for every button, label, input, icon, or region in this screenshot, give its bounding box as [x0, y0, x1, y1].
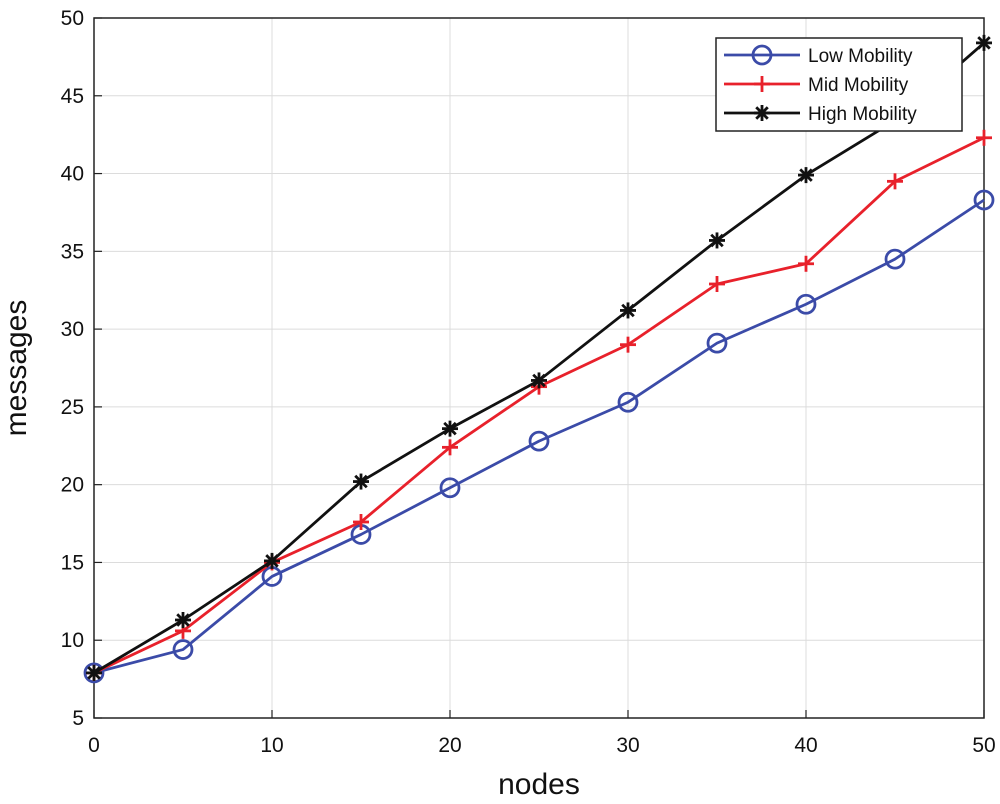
series-line-low-mobility — [93, 198, 985, 675]
data-point-mid-mobility — [620, 336, 636, 353]
data-point-mid-mobility — [442, 439, 458, 456]
plot-frame — [93, 17, 985, 719]
x-axis: 0 10 20 30 40 50 — [88, 710, 996, 757]
data-point-high-mobility — [175, 612, 191, 628]
x-tick-label: 30 — [616, 734, 639, 757]
y-tick-label: 15 — [61, 551, 84, 574]
data-point-low-mobility — [172, 639, 194, 660]
y-tick-label: 25 — [61, 396, 84, 419]
y-tick-label: 50 — [61, 7, 84, 30]
series-high-mobility — [86, 34, 992, 681]
data-point-mid-mobility — [798, 255, 814, 272]
data-point-mid-mobility — [887, 173, 903, 190]
grid-lines — [94, 18, 984, 718]
legend-label: Low Mobility — [808, 46, 913, 67]
y-tick-label: 20 — [61, 474, 84, 497]
y-tick-label: 5 — [72, 707, 84, 730]
data-point-low-mobility — [528, 430, 550, 452]
data-point-high-mobility — [86, 664, 102, 681]
data-point-high-mobility — [264, 552, 280, 569]
legend-item-mid-mobility: Mid Mobility — [724, 75, 909, 96]
data-point-high-mobility — [531, 372, 547, 389]
data-point-high-mobility — [709, 232, 725, 249]
data-point-mid-mobility — [709, 276, 725, 292]
legend-item-low-mobility: Low Mobility — [724, 44, 913, 67]
data-point-low-mobility — [617, 391, 639, 413]
data-point-high-mobility — [620, 302, 636, 319]
legend-marker — [754, 105, 770, 121]
y-tick-label: 30 — [61, 318, 84, 341]
y-tick-label: 35 — [61, 240, 84, 263]
legend-label: Mid Mobility — [808, 75, 909, 96]
legend-item-high-mobility: High Mobility — [724, 104, 917, 125]
legend-label: High Mobility — [808, 104, 917, 125]
data-point-low-mobility — [973, 189, 995, 211]
y-tick-label: 10 — [61, 629, 84, 652]
x-tick-label: 40 — [794, 734, 817, 757]
x-tick-label: 0 — [88, 734, 100, 757]
y-tick-label: 45 — [61, 85, 84, 108]
y-axis: 5 10 15 20 25 30 35 40 45 50 — [61, 7, 102, 730]
legend-marker — [751, 44, 773, 66]
legend: Low Mobility Mid Mobility High Mobility — [715, 37, 963, 132]
x-tick-label: 20 — [438, 734, 461, 757]
data-point-low-mobility — [439, 477, 461, 499]
data-point-mid-mobility — [353, 514, 369, 530]
data-point-high-mobility — [353, 473, 369, 490]
data-point-mid-mobility — [976, 129, 992, 146]
data-point-low-mobility — [795, 293, 817, 315]
data-point-high-mobility — [798, 167, 814, 184]
legend-marker — [754, 76, 770, 92]
data-point-low-mobility — [83, 662, 105, 684]
x-tick-label: 10 — [260, 734, 283, 757]
series-group — [83, 34, 995, 684]
x-tick-label: 50 — [972, 734, 995, 757]
x-axis-label: nodes — [498, 768, 580, 801]
y-axis-label: messages — [0, 300, 33, 437]
data-point-low-mobility — [884, 248, 906, 270]
y-tick-label: 40 — [61, 163, 84, 186]
data-point-high-mobility — [976, 34, 992, 51]
data-point-high-mobility — [442, 420, 458, 437]
series-low-mobility — [83, 189, 995, 684]
data-point-low-mobility — [706, 332, 728, 354]
